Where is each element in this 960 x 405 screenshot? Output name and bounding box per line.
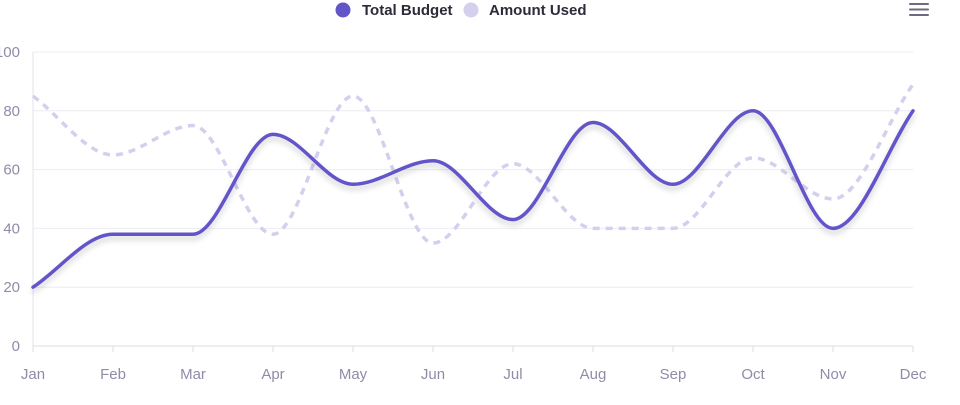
x-tick-label: Mar <box>180 366 206 383</box>
y-tick-label: 100 <box>0 44 20 61</box>
x-tick-label: Oct <box>741 366 765 383</box>
y-tick-label: 40 <box>3 220 20 237</box>
x-tick-label: May <box>339 366 368 383</box>
x-tick-label: Jun <box>421 366 445 383</box>
legend-label: Total Budget <box>362 2 453 19</box>
y-tick-label: 60 <box>3 162 20 179</box>
x-tick-label: Feb <box>100 366 126 383</box>
y-tick-label: 80 <box>3 103 20 120</box>
legend-label: Amount Used <box>489 2 587 19</box>
chart-legend: Total Budget Amount Used <box>335 2 587 19</box>
hamburger-menu-icon[interactable] <box>905 0 933 20</box>
x-tick-label: Dec <box>900 366 927 383</box>
legend-item-amount-used[interactable]: Amount Used <box>463 2 587 19</box>
legend-marker <box>463 2 479 18</box>
legend-marker <box>335 2 351 18</box>
y-tick-label: 20 <box>3 279 20 296</box>
x-tick-label: Jul <box>503 366 522 383</box>
x-tick-label: Jan <box>21 366 45 383</box>
series-line-total-budget[interactable] <box>31 109 915 289</box>
series-line-amount-used[interactable] <box>31 83 915 245</box>
chart-gridlines <box>33 51 913 347</box>
y-tick-label: 0 <box>12 338 20 355</box>
y-axis: 0 20 40 60 80 100 <box>0 44 34 355</box>
x-axis: Jan Feb Mar Apr May Jun Jul Aug Sep Oct Nov Dec <box>21 345 927 383</box>
legend-item-total-budget[interactable]: Total Budget <box>335 2 453 19</box>
chart-series <box>31 83 915 289</box>
x-tick-label: Nov <box>820 366 847 383</box>
x-tick-label: Apr <box>261 366 284 383</box>
x-tick-label: Sep <box>660 366 687 383</box>
x-tick-label: Aug <box>580 366 607 383</box>
